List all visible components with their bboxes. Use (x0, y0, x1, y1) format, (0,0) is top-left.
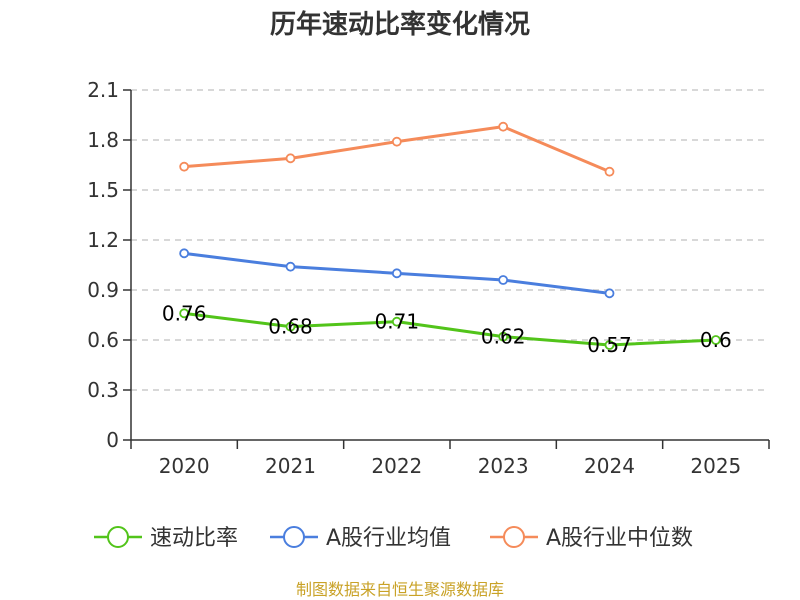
legend-label: A股行业均值 (326, 526, 451, 551)
y-tick-label: 0.3 (87, 378, 119, 402)
y-tick-label: 0 (106, 428, 119, 452)
data-point[interactable] (604, 340, 615, 350)
series-line-2 (184, 125, 611, 174)
data-point[interactable] (391, 268, 402, 279)
data-label: 0.71 (375, 310, 420, 334)
axes: 0 0.3 0.6 0.9 1.2 1.5 1.8 2.1 2020 2021 2022 2023 20… (87, 78, 770, 478)
x-tick-label: 2021 (265, 454, 316, 478)
data-point[interactable] (498, 331, 509, 342)
data-label: 0.68 (268, 315, 313, 339)
data-point[interactable] (285, 153, 296, 164)
x-tick-label: 2024 (584, 454, 635, 478)
data-point[interactable] (498, 121, 509, 132)
data-label: 0.6 (700, 328, 732, 352)
x-tick-label: 2020 (159, 454, 210, 478)
y-tick-label: 1.5 (87, 178, 119, 202)
grid (131, 89, 769, 391)
x-tick-label: 2023 (478, 454, 529, 478)
data-point[interactable] (604, 288, 615, 299)
y-tick-label: 1.2 (87, 228, 119, 252)
series-line-0 (183, 311, 716, 347)
series-group (179, 121, 721, 350)
legend-label: A股行业中位数 (546, 526, 693, 551)
legend-label: 速动比率 (150, 526, 238, 551)
y-tick-label: 0.6 (87, 328, 119, 352)
legend-item-1[interactable]: A股行业均值 (270, 526, 451, 551)
legend-item-0[interactable]: 速动比率 (94, 526, 238, 551)
data-point[interactable] (179, 308, 190, 319)
x-tick-label: 2022 (371, 454, 422, 478)
data-point[interactable] (285, 261, 296, 272)
data-point[interactable] (391, 136, 402, 147)
legend[interactable]: 速动比率 A股行业均值 A股行业中位数 (94, 526, 693, 551)
data-point[interactable] (604, 166, 615, 177)
legend-marker (283, 526, 305, 548)
source-note: 制图数据来自恒生聚源数据库 (296, 580, 504, 599)
legend-marker (503, 526, 525, 548)
data-label: 0.62 (481, 325, 526, 349)
data-point[interactable] (179, 161, 190, 172)
legend-marker (107, 526, 129, 548)
x-tick-label: 2025 (690, 454, 741, 478)
y-tick-label: 1.8 (87, 128, 119, 152)
data-point[interactable] (710, 335, 721, 345)
y-tick-label: 0.9 (87, 278, 119, 302)
data-point[interactable] (285, 321, 296, 332)
data-labels: 0.76 0.68 0.71 0.62 0.57 0.6 (162, 301, 732, 357)
data-point[interactable] (498, 275, 509, 285)
legend-item-2[interactable]: A股行业中位数 (490, 526, 693, 551)
data-label: 0.57 (587, 333, 632, 357)
data-point[interactable] (391, 316, 402, 327)
chart-title: 历年速动比率变化情况 (270, 9, 530, 40)
data-point[interactable] (179, 248, 190, 259)
data-label: 0.76 (162, 301, 207, 325)
y-tick-label: 2.1 (87, 78, 119, 102)
